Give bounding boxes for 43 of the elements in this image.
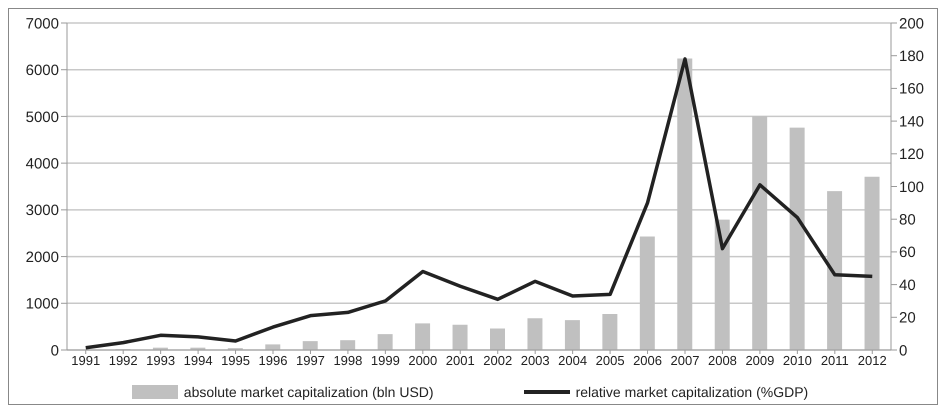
x-tick-label: 1993 [146, 353, 176, 368]
x-tick-label: 1999 [370, 353, 400, 368]
y2-tick-label: 60 [899, 244, 916, 262]
x-tick-label: 2000 [408, 353, 438, 368]
x-tick-label: 2002 [483, 353, 512, 368]
x-tick-label: 2001 [446, 353, 475, 368]
y2-tick-label: 20 [899, 310, 916, 327]
y2-tick-label: 180 [899, 48, 924, 66]
y-tick-label: 7000 [26, 15, 59, 32]
legend-label: absolute market capitalization (bln USD) [184, 384, 434, 400]
x-tick-label: 1997 [296, 353, 325, 368]
y2-tick-label: 120 [899, 146, 924, 164]
y2-tick-label: 0 [899, 342, 908, 360]
y-tick-label: 5000 [26, 108, 59, 126]
y-tick-label: 0 [50, 342, 59, 360]
y2-tick-label: 160 [899, 80, 924, 98]
y-tick-label: 2000 [26, 248, 59, 266]
x-tick-label: 1998 [333, 353, 362, 368]
x-tick-label: 1991 [71, 353, 100, 368]
y2-tick-label: 40 [899, 276, 916, 294]
x-tick-label: 1995 [221, 353, 250, 368]
x-tick-label: 1992 [108, 353, 138, 368]
legend-label: relative market capitalization (%GDP) [576, 384, 808, 400]
x-tick-label: 2003 [520, 353, 550, 368]
y2-tick-label: 100 [899, 178, 924, 196]
x-tick-label: 2008 [708, 353, 737, 368]
x-tick-label: 2004 [558, 353, 588, 368]
x-tick-label: 2010 [782, 353, 812, 368]
x-tick-label: 2005 [596, 353, 625, 368]
x-tick-label: 2006 [633, 353, 662, 368]
y2-tick-label: 200 [899, 15, 924, 32]
y2-tick-label: 140 [899, 113, 924, 130]
x-tick-label: 1996 [258, 353, 288, 368]
x-tick-label: 2012 [858, 353, 887, 368]
x-tick-label: 2009 [745, 353, 774, 368]
x-tick-label: 2011 [820, 353, 849, 368]
y-tick-label: 1000 [26, 296, 59, 313]
y-tick-label: 4000 [26, 155, 59, 172]
y-tick-label: 3000 [26, 202, 59, 220]
x-tick-label: 1994 [184, 353, 213, 368]
y2-tick-label: 80 [899, 212, 916, 229]
y-tick-label: 6000 [26, 62, 59, 80]
x-tick-label: 2007 [670, 353, 700, 368]
